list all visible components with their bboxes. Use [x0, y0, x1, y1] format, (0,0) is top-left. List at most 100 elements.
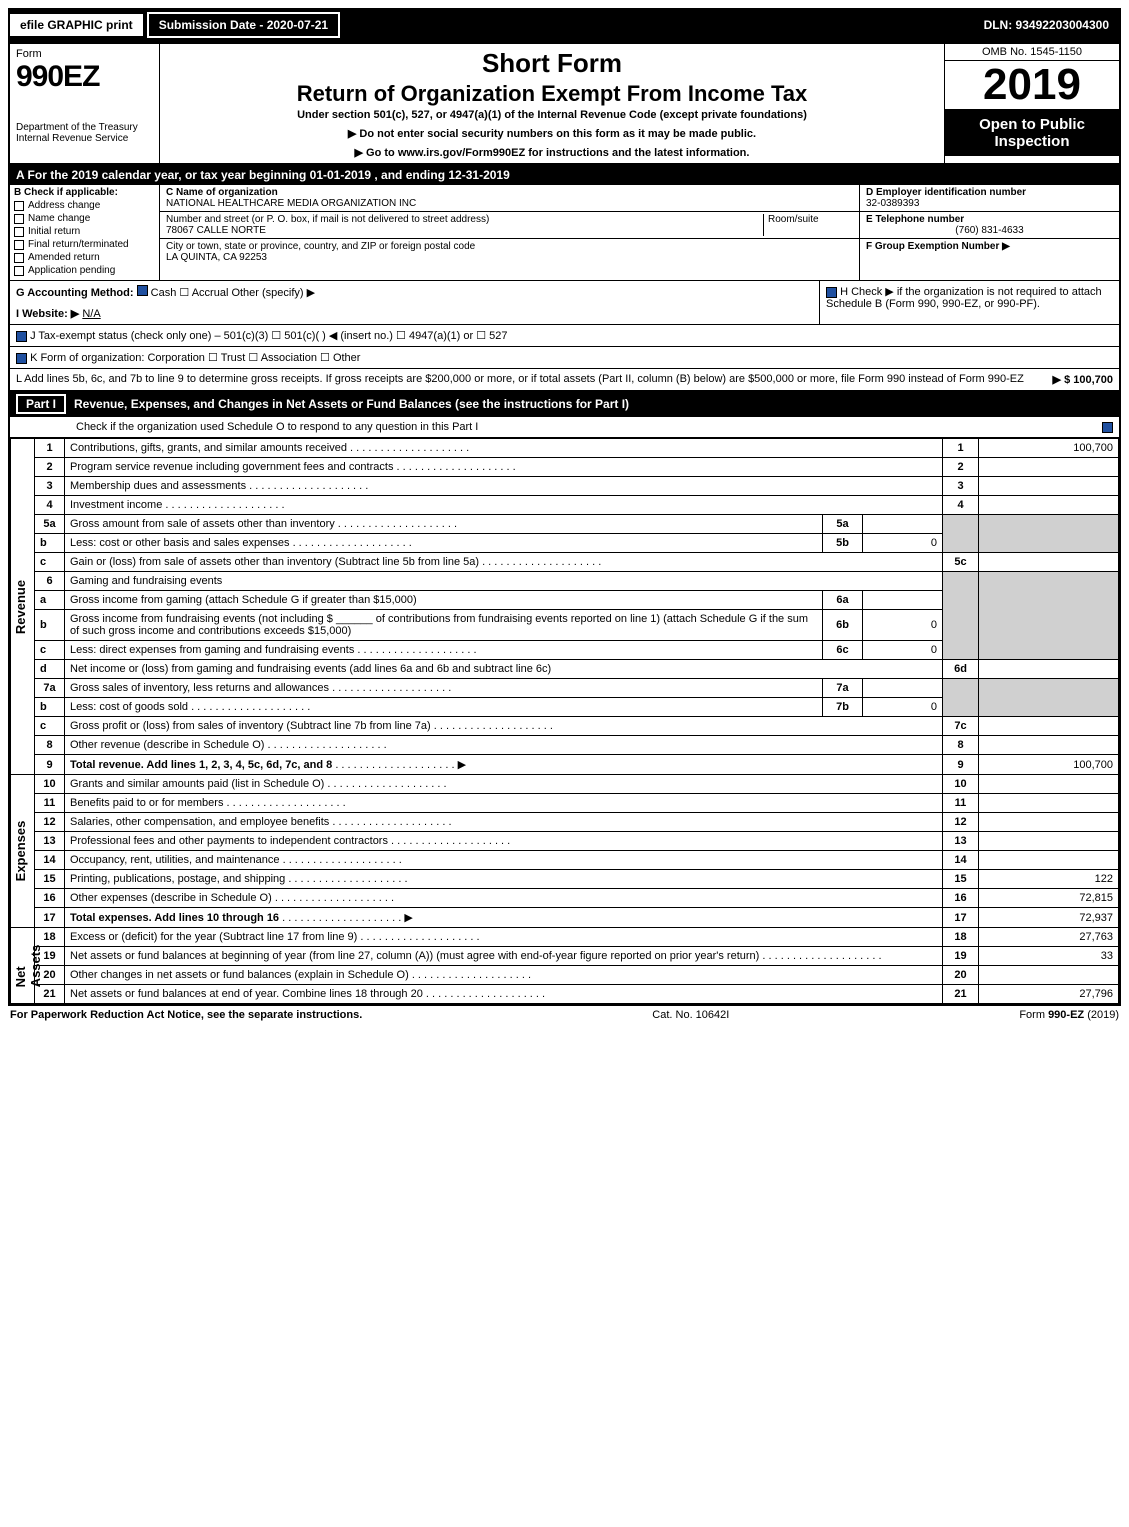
- r6c-bl: 6c: [823, 641, 863, 660]
- top-bar: efile GRAPHIC print Submission Date - 20…: [8, 8, 1121, 42]
- r7b-desc: Less: cost of goods sold: [70, 701, 310, 713]
- header-center: Short Form Return of Organization Exempt…: [160, 44, 944, 163]
- footer: For Paperwork Reduction Act Notice, see …: [8, 1006, 1121, 1024]
- chk-name[interactable]: [14, 214, 24, 224]
- r12-amt: [979, 813, 1119, 832]
- r16-num: 16: [35, 889, 65, 908]
- r6b-desc: Gross income from fundraising events (no…: [65, 610, 823, 641]
- r14-num: 14: [35, 851, 65, 870]
- r2-amt: [979, 458, 1119, 477]
- r8-amt: [979, 736, 1119, 755]
- section-netassets: Net Assets: [13, 944, 43, 987]
- section-expenses: Expenses: [13, 821, 28, 882]
- r7b-bl: 7b: [823, 698, 863, 717]
- r14-desc: Occupancy, rent, utilities, and maintena…: [70, 854, 402, 866]
- website-value: N/A: [82, 308, 100, 320]
- r16-rn: 16: [943, 889, 979, 908]
- r6b-bv: 0: [863, 610, 943, 641]
- r6c-bv: 0: [863, 641, 943, 660]
- r13-desc: Professional fees and other payments to …: [70, 835, 510, 847]
- r7c-rn: 7c: [943, 717, 979, 736]
- line-k: K Form of organization: Corporation ☐ Tr…: [10, 347, 1119, 369]
- line-h: H Check ▶ if the organization is not req…: [819, 281, 1119, 324]
- r6a-bv: [863, 591, 943, 610]
- part-i-title: Revenue, Expenses, and Changes in Net As…: [74, 397, 629, 411]
- efile-print-button[interactable]: efile GRAPHIC print: [10, 14, 145, 36]
- r8-num: 8: [35, 736, 65, 755]
- r5b-bl: 5b: [823, 534, 863, 553]
- return-title: Return of Organization Exempt From Incom…: [168, 81, 936, 107]
- r1-rn: 1: [943, 439, 979, 458]
- r1-amt: 100,700: [979, 439, 1119, 458]
- r15-desc: Printing, publications, postage, and shi…: [70, 873, 408, 885]
- r1-desc: Contributions, gifts, grants, and simila…: [70, 442, 469, 454]
- ein-value: 32-0389393: [866, 198, 919, 209]
- r9-rn: 9: [943, 755, 979, 775]
- open-public: Open to Public Inspection: [945, 110, 1119, 156]
- r17-amt: 72,937: [979, 908, 1119, 928]
- r19-desc: Net assets or fund balances at beginning…: [70, 950, 882, 962]
- r7c-num: c: [35, 717, 65, 736]
- line-k-text: K Form of organization: Corporation ☐ Tr…: [30, 352, 360, 364]
- note-goto: ▶ Go to www.irs.gov/Form990EZ for instru…: [168, 146, 936, 159]
- chk-final[interactable]: [14, 240, 24, 250]
- r18-desc: Excess or (deficit) for the year (Subtra…: [70, 931, 480, 943]
- r19-rn: 19: [943, 947, 979, 966]
- r6a-num: a: [35, 591, 65, 610]
- r17-num: 17: [35, 908, 65, 928]
- line-g-opts: Cash ☐ Accrual Other (specify) ▶: [151, 287, 315, 299]
- r16-amt: 72,815: [979, 889, 1119, 908]
- r8-desc: Other revenue (describe in Schedule O): [70, 739, 387, 751]
- r16-desc: Other expenses (describe in Schedule O): [70, 892, 394, 904]
- line-i-label: I Website: ▶: [16, 308, 79, 320]
- r13-rn: 13: [943, 832, 979, 851]
- chk-h[interactable]: [826, 287, 837, 298]
- part-i-check-text: Check if the organization used Schedule …: [16, 421, 1102, 433]
- r15-num: 15: [35, 870, 65, 889]
- r6b-bl: 6b: [823, 610, 863, 641]
- box-f-label: F Group Exemption Number ▶: [866, 241, 1010, 252]
- footer-mid: Cat. No. 10642I: [652, 1009, 729, 1021]
- r17-desc: Total expenses. Add lines 10 through 16: [70, 912, 279, 924]
- r15-amt: 122: [979, 870, 1119, 889]
- chk-501c3[interactable]: [16, 331, 27, 342]
- dept-label: Department of the Treasury Internal Reve…: [16, 122, 153, 144]
- room-suite-label: Room/suite: [763, 214, 853, 236]
- r3-rn: 3: [943, 477, 979, 496]
- submission-date-button[interactable]: Submission Date - 2020-07-21: [147, 12, 340, 38]
- r11-num: 11: [35, 794, 65, 813]
- r11-rn: 11: [943, 794, 979, 813]
- r3-desc: Membership dues and assessments: [70, 480, 368, 492]
- line-j: J Tax-exempt status (check only one) – 5…: [10, 325, 1119, 347]
- chk-initial[interactable]: [14, 227, 24, 237]
- r12-rn: 12: [943, 813, 979, 832]
- section-revenue: Revenue: [13, 579, 28, 633]
- boxes-def: D Employer identification number 32-0389…: [859, 185, 1119, 280]
- chk-pending[interactable]: [14, 266, 24, 276]
- header-right: OMB No. 1545-1150 2019 Open to Public In…: [944, 44, 1119, 163]
- chk-corp[interactable]: [16, 353, 27, 364]
- r10-rn: 10: [943, 775, 979, 794]
- r6d-desc: Net income or (loss) from gaming and fun…: [65, 660, 943, 679]
- r1-num: 1: [35, 439, 65, 458]
- r7a-desc: Gross sales of inventory, less returns a…: [70, 682, 451, 694]
- r13-amt: [979, 832, 1119, 851]
- chk-cash[interactable]: [137, 285, 148, 296]
- chk-amended[interactable]: [14, 253, 24, 263]
- dept-treasury: Department of the Treasury: [16, 122, 138, 133]
- r5c-desc: Gain or (loss) from sale of assets other…: [70, 556, 601, 568]
- r6-shade-amt: [979, 572, 1119, 660]
- r6a-bl: 6a: [823, 591, 863, 610]
- r4-num: 4: [35, 496, 65, 515]
- chk-schedo[interactable]: [1102, 422, 1113, 433]
- irs-label: Internal Revenue Service: [16, 133, 128, 144]
- line-l-amount: ▶ $ 100,700: [1053, 373, 1113, 386]
- opt-initial: Initial return: [28, 226, 80, 237]
- r21-rn: 21: [943, 985, 979, 1004]
- line-j-text: J Tax-exempt status (check only one) – 5…: [30, 330, 507, 342]
- chk-address[interactable]: [14, 201, 24, 211]
- box-e-label: E Telephone number: [866, 214, 964, 225]
- r9-desc: Total revenue. Add lines 1, 2, 3, 4, 5c,…: [70, 759, 332, 771]
- r5c-num: c: [35, 553, 65, 572]
- r20-amt: [979, 966, 1119, 985]
